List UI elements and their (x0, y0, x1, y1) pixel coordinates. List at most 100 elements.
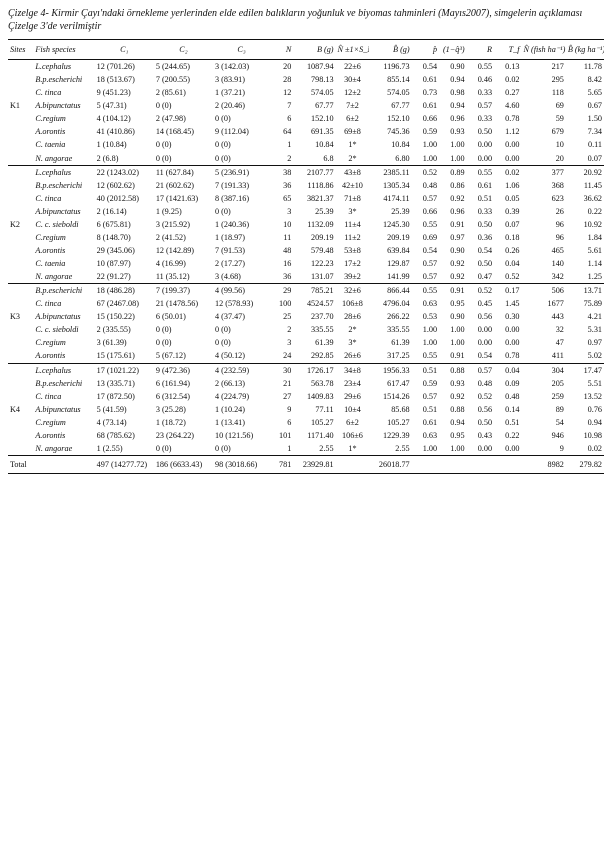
cell-c1: 22 (91.27) (95, 270, 154, 284)
cell-c3: 4 (232.59) (213, 363, 270, 377)
cell-c2: 21 (602.62) (154, 179, 213, 192)
cell-bhat: 2385.11 (369, 165, 411, 179)
cell-q: 0.93 (439, 125, 466, 138)
total-cell: 781 (270, 455, 293, 473)
cell-c1: 2 (16.14) (95, 205, 154, 218)
site-cell (8, 179, 33, 192)
species-cell: A.bipunctatus (33, 99, 94, 112)
species-cell: N. angorae (33, 152, 94, 166)
cell-r: 0.55 (467, 60, 494, 74)
cell-bhat: 639.84 (369, 244, 411, 257)
site-cell (8, 284, 33, 298)
table-header: Sites Fish species C₁ C₂ C₃ N B (g) N̂ ±… (8, 40, 604, 60)
cell-c2: 21 (1478.56) (154, 297, 213, 310)
cell-c1: 1 (10.84) (95, 138, 154, 151)
cell-nf: 118 (522, 86, 566, 99)
cell-r: 0.33 (467, 86, 494, 99)
cell-r: 0.52 (467, 284, 494, 298)
cell-q: 1.00 (439, 138, 466, 151)
cell-bhat: 209.19 (369, 231, 411, 244)
cell-t: 0.07 (494, 218, 521, 231)
cell-c3: 2 (17.27) (213, 257, 270, 270)
site-cell (8, 138, 33, 151)
cell-p: 0.57 (412, 270, 439, 284)
cell-bhat: 25.39 (369, 205, 411, 218)
cell-p: 0.63 (412, 297, 439, 310)
cell-p: 0.61 (412, 73, 439, 86)
cell-t: 4.60 (494, 99, 521, 112)
cell-r: 0.56 (467, 310, 494, 323)
cell-q: 0.94 (439, 99, 466, 112)
cell-b: 1409.83 (293, 390, 335, 403)
table-row: A.orontis41 (410.86)14 (168.45)9 (112.04… (8, 125, 604, 138)
cell-q: 0.90 (439, 60, 466, 74)
table-row: C. taenia10 (87.97)4 (16.99)2 (17.27)161… (8, 257, 604, 270)
cell-p: 0.66 (412, 112, 439, 125)
cell-t: 1.12 (494, 125, 521, 138)
cell-r: 0.43 (467, 429, 494, 442)
cell-c3: 0 (0) (213, 152, 270, 166)
total-cell (439, 455, 466, 473)
cell-c3: 3 (142.03) (213, 60, 270, 74)
cell-nf: 946 (522, 429, 566, 442)
cell-bk: 4.21 (566, 310, 604, 323)
table-row: L.cephalus17 (1021.22)9 (472.36)4 (232.5… (8, 363, 604, 377)
cell-t: 0.17 (494, 284, 521, 298)
cell-t: 0.04 (494, 363, 521, 377)
cell-b: 1171.40 (293, 429, 335, 442)
site-cell (8, 442, 33, 456)
cell-r: 0.00 (467, 138, 494, 151)
cell-ns: 3* (336, 205, 370, 218)
cell-c2: 1 (18.72) (154, 416, 213, 429)
cell-nf: 217 (522, 60, 566, 74)
cell-p: 0.59 (412, 377, 439, 390)
cell-c1: 3 (61.39) (95, 336, 154, 349)
cell-n: 100 (270, 297, 293, 310)
cell-p: 0.51 (412, 403, 439, 416)
cell-n: 11 (270, 231, 293, 244)
cell-q: 0.94 (439, 416, 466, 429)
cell-t: 0.00 (494, 152, 521, 166)
cell-bk: 0.67 (566, 99, 604, 112)
species-cell: C.regium (33, 112, 94, 125)
cell-c1: 22 (1243.02) (95, 165, 154, 179)
table-row: C. tinca67 (2467.08)21 (1478.56)12 (578.… (8, 297, 604, 310)
cell-c2: 0 (0) (154, 99, 213, 112)
cell-ns: 1* (336, 442, 370, 456)
site-cell: K2 (8, 218, 33, 231)
cell-ns: 22±6 (336, 60, 370, 74)
cell-bhat: 866.44 (369, 284, 411, 298)
total-row: Total497 (14277.72)186 (6633.43)98 (3018… (8, 455, 604, 473)
species-cell: N. angorae (33, 270, 94, 284)
cell-nf: 54 (522, 416, 566, 429)
cell-b: 131.07 (293, 270, 335, 284)
cell-n: 21 (270, 377, 293, 390)
site-cell (8, 363, 33, 377)
cell-c1: 5 (41.59) (95, 403, 154, 416)
cell-q: 1.00 (439, 152, 466, 166)
cell-c3: 1 (240.36) (213, 218, 270, 231)
cell-b: 105.27 (293, 416, 335, 429)
cell-bhat: 745.36 (369, 125, 411, 138)
cell-r: 0.54 (467, 244, 494, 257)
cell-n: 3 (270, 205, 293, 218)
cell-r: 0.33 (467, 112, 494, 125)
cell-bhat: 10.84 (369, 138, 411, 151)
cell-r: 0.56 (467, 403, 494, 416)
cell-c3: 0 (0) (213, 336, 270, 349)
cell-q: 0.88 (439, 403, 466, 416)
cell-p: 1.00 (412, 442, 439, 456)
cell-nf: 20 (522, 152, 566, 166)
species-cell: C. tinca (33, 390, 94, 403)
cell-n: 38 (270, 165, 293, 179)
cell-c2: 5 (244.65) (154, 60, 213, 74)
cell-c1: 1 (2.55) (95, 442, 154, 456)
table-row: K4A.bipunctatus5 (41.59)3 (25.28)1 (10.2… (8, 403, 604, 416)
cell-c2: 0 (0) (154, 152, 213, 166)
cell-c2: 9 (472.36) (154, 363, 213, 377)
th-ns: N̂ ±1×S_N̂ (336, 40, 370, 60)
total-cell: 8982 (522, 455, 566, 473)
cell-c3: 1 (18.97) (213, 231, 270, 244)
cell-n: 30 (270, 363, 293, 377)
cell-bk: 0.22 (566, 205, 604, 218)
